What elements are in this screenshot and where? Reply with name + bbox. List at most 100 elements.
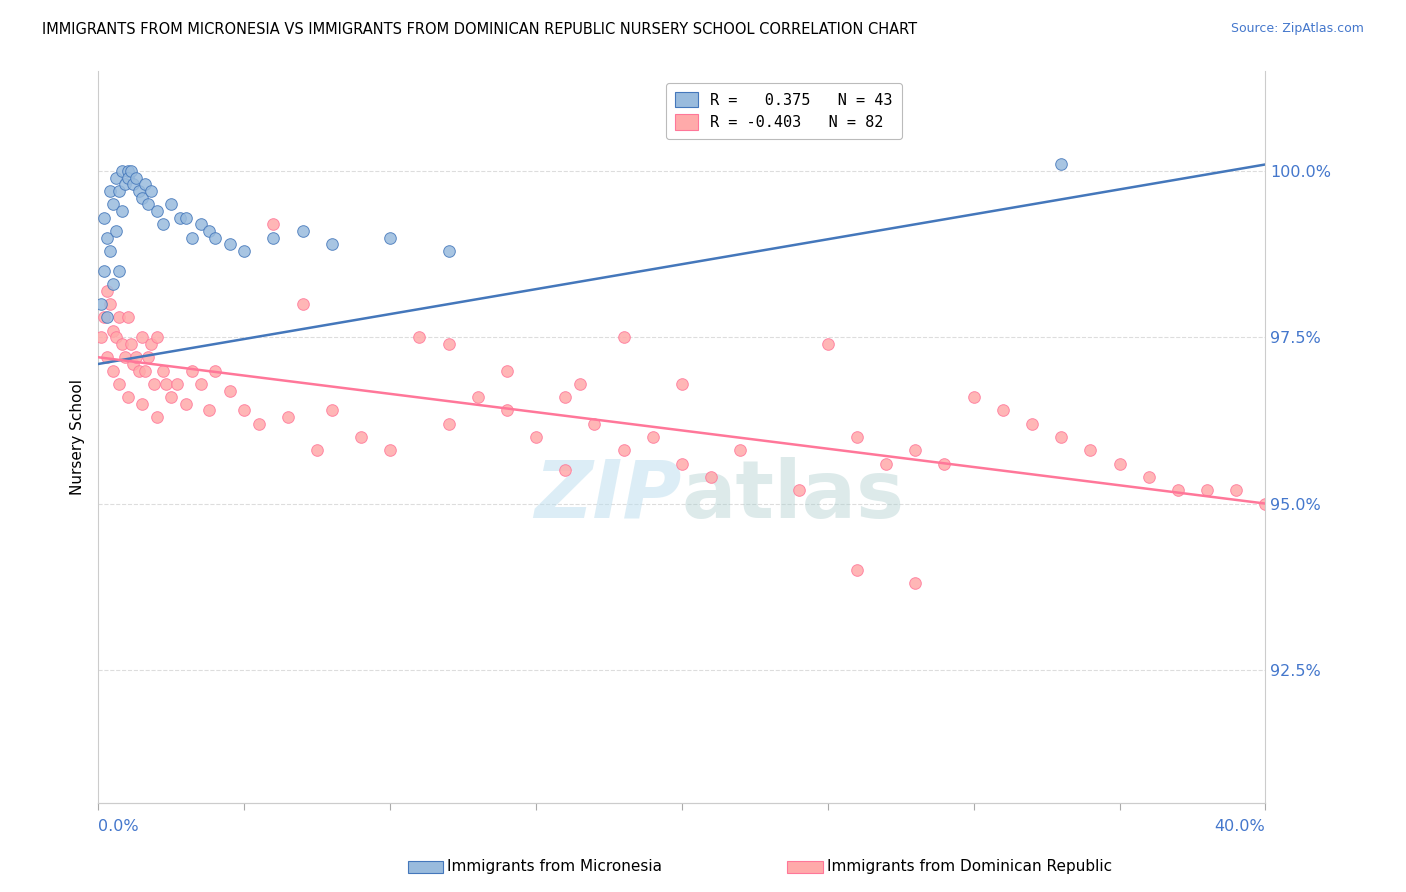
Point [408, 330, 430, 344]
Point [98, 297, 121, 311]
Point [117, 164, 139, 178]
Point [218, 384, 240, 398]
Point [467, 390, 489, 404]
Point [111, 204, 134, 219]
Point [146, 204, 169, 219]
Point [904, 443, 927, 458]
Y-axis label: Nursery School: Nursery School [70, 379, 86, 495]
Point [117, 310, 139, 325]
Point [108, 310, 131, 325]
Point [114, 178, 136, 192]
Text: Source: ZipAtlas.com: Source: ZipAtlas.com [1230, 22, 1364, 36]
Point [1050, 430, 1073, 444]
Point [378, 443, 402, 458]
Point [198, 403, 221, 417]
Point [233, 244, 256, 258]
Point [131, 191, 153, 205]
Point [139, 184, 162, 198]
Point [96, 284, 118, 298]
Point [1225, 483, 1247, 498]
Point [583, 417, 606, 431]
Point [262, 217, 284, 231]
Point [98, 184, 121, 198]
Point [612, 330, 634, 344]
Point [180, 230, 202, 244]
Point [160, 390, 183, 404]
Point [160, 197, 183, 211]
Point [845, 563, 868, 577]
Point [120, 164, 142, 178]
Point [136, 351, 159, 365]
Text: ZIP: ZIP [534, 457, 682, 534]
Point [117, 170, 139, 185]
Point [991, 403, 1014, 417]
Point [307, 443, 329, 458]
Point [104, 330, 127, 344]
Point [190, 376, 212, 391]
Point [350, 430, 373, 444]
Point [495, 403, 517, 417]
Point [108, 376, 131, 391]
Point [1137, 470, 1160, 484]
Point [437, 417, 460, 431]
Point [1108, 457, 1130, 471]
Point [180, 363, 202, 377]
Point [554, 390, 576, 404]
Point [108, 184, 131, 198]
Point [90, 297, 112, 311]
Point [1167, 483, 1189, 498]
Point [125, 351, 148, 365]
Point [93, 264, 115, 278]
Point [101, 363, 124, 377]
Point [93, 211, 115, 225]
Text: Immigrants from Dominican Republic: Immigrants from Dominican Republic [827, 859, 1112, 873]
Point [204, 230, 226, 244]
Point [169, 211, 191, 225]
Point [728, 443, 751, 458]
Point [101, 324, 124, 338]
Point [524, 430, 547, 444]
Point [817, 337, 839, 351]
Point [139, 337, 162, 351]
Point [218, 237, 240, 252]
Point [934, 457, 956, 471]
Point [845, 430, 868, 444]
Point [671, 457, 693, 471]
Legend: R =   0.375   N = 43, R = -0.403   N = 82: R = 0.375 N = 43, R = -0.403 N = 82 [666, 83, 901, 139]
Point [96, 351, 118, 365]
Point [700, 470, 723, 484]
Point [641, 430, 664, 444]
Point [1195, 483, 1218, 498]
Point [111, 164, 134, 178]
Point [98, 244, 121, 258]
Point [152, 363, 174, 377]
Point [321, 403, 343, 417]
Point [291, 297, 314, 311]
Point [120, 337, 142, 351]
Point [204, 363, 226, 377]
Point [134, 178, 156, 192]
Point [131, 330, 153, 344]
Text: IMMIGRANTS FROM MICRONESIA VS IMMIGRANTS FROM DOMINICAN REPUBLIC NURSERY SCHOOL : IMMIGRANTS FROM MICRONESIA VS IMMIGRANTS… [42, 22, 917, 37]
Point [114, 351, 136, 365]
Point [787, 483, 810, 498]
Point [190, 217, 212, 231]
Point [111, 337, 134, 351]
Point [128, 184, 150, 198]
Point [612, 443, 634, 458]
Point [198, 224, 221, 238]
Point [962, 390, 984, 404]
Point [108, 264, 131, 278]
Point [247, 417, 270, 431]
Point [125, 170, 148, 185]
Point [233, 403, 256, 417]
Point [554, 463, 576, 477]
Text: atlas: atlas [682, 457, 905, 534]
Text: Immigrants from Micronesia: Immigrants from Micronesia [447, 859, 662, 873]
Point [1050, 157, 1073, 171]
Point [96, 230, 118, 244]
Point [262, 230, 284, 244]
Point [90, 330, 112, 344]
Point [568, 376, 591, 391]
Point [495, 363, 517, 377]
